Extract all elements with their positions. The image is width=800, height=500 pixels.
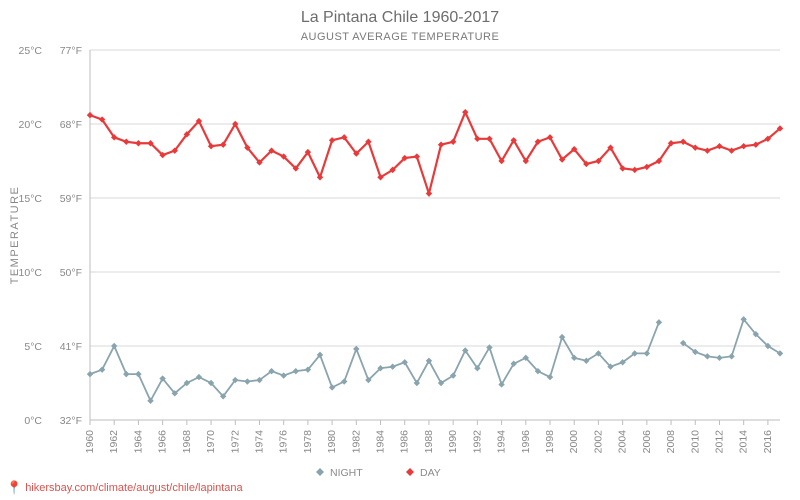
svg-text:25°C: 25°C xyxy=(19,45,43,57)
svg-text:68°F: 68°F xyxy=(60,119,82,131)
svg-text:59°F: 59°F xyxy=(60,193,82,205)
svg-text:1976: 1976 xyxy=(278,430,290,454)
legend-label: DAY xyxy=(420,467,441,479)
svg-text:32°F: 32°F xyxy=(60,415,82,427)
day-marker xyxy=(123,139,129,145)
svg-text:1982: 1982 xyxy=(350,430,362,454)
night-marker xyxy=(293,368,299,374)
svg-text:50°F: 50°F xyxy=(60,267,82,279)
svg-text:1970: 1970 xyxy=(205,430,217,454)
night-marker xyxy=(716,355,722,361)
legend-label: NIGHT xyxy=(330,467,363,479)
svg-text:1986: 1986 xyxy=(399,430,411,454)
svg-text:1966: 1966 xyxy=(157,430,169,454)
svg-text:10°C: 10°C xyxy=(19,267,43,279)
day-marker xyxy=(632,167,638,173)
night-marker xyxy=(244,378,250,384)
svg-text:1974: 1974 xyxy=(253,430,265,454)
svg-text:2012: 2012 xyxy=(713,430,725,454)
day-marker xyxy=(462,109,468,115)
day-marker xyxy=(740,143,746,149)
temperature-chart: 0°C 32°F 5°C 41°F 10°C 50°F 15°C 59°F 20°C 68°F 25… xyxy=(0,0,800,500)
svg-text:15°C: 15°C xyxy=(19,193,43,205)
day-marker xyxy=(704,147,710,153)
night-line xyxy=(90,319,780,400)
night-marker xyxy=(280,372,286,378)
svg-text:1998: 1998 xyxy=(544,430,556,454)
night-marker xyxy=(329,384,335,390)
svg-text:1994: 1994 xyxy=(496,430,508,454)
svg-text:2002: 2002 xyxy=(592,430,604,454)
night-marker xyxy=(123,371,129,377)
svg-text:0°C: 0°C xyxy=(24,415,42,427)
night-marker xyxy=(87,371,93,377)
svg-text:1988: 1988 xyxy=(423,430,435,454)
night-marker xyxy=(389,364,395,370)
day-marker xyxy=(135,140,141,146)
night-marker xyxy=(135,371,141,377)
svg-text:1984: 1984 xyxy=(375,430,387,454)
svg-text:1960: 1960 xyxy=(84,430,96,454)
night-marker xyxy=(728,353,734,359)
svg-text:1962: 1962 xyxy=(108,430,120,454)
night-marker xyxy=(656,319,662,325)
night-marker xyxy=(547,374,553,380)
svg-text:1968: 1968 xyxy=(181,430,193,454)
day-marker xyxy=(426,190,432,196)
svg-text:1978: 1978 xyxy=(302,430,314,454)
svg-text:1996: 1996 xyxy=(520,430,532,454)
legend-marker xyxy=(316,468,324,476)
svg-text:2010: 2010 xyxy=(689,430,701,454)
svg-text:2008: 2008 xyxy=(665,430,677,454)
night-marker xyxy=(644,350,650,356)
svg-text:AUGUST AVERAGE TEMPERATURE: AUGUST AVERAGE TEMPERATURE xyxy=(301,31,500,43)
svg-text:77°F: 77°F xyxy=(60,45,82,57)
night-marker xyxy=(353,346,359,352)
map-pin-icon: 📍 xyxy=(6,480,22,496)
day-marker xyxy=(329,137,335,143)
svg-text:2000: 2000 xyxy=(568,430,580,454)
day-marker xyxy=(450,139,456,145)
night-marker xyxy=(111,343,117,349)
night-marker xyxy=(196,374,202,380)
svg-text:2004: 2004 xyxy=(617,430,629,454)
legend-marker xyxy=(406,468,414,476)
day-marker xyxy=(716,143,722,149)
svg-text:TEMPERATURE: TEMPERATURE xyxy=(9,186,21,285)
svg-text:1990: 1990 xyxy=(447,430,459,454)
day-marker xyxy=(414,153,420,159)
svg-text:La Pintana Chile 1960-2017: La Pintana Chile 1960-2017 xyxy=(301,9,499,26)
svg-text:2006: 2006 xyxy=(641,430,653,454)
svg-text:41°F: 41°F xyxy=(60,341,82,353)
svg-text:1980: 1980 xyxy=(326,430,338,454)
svg-text:2014: 2014 xyxy=(738,430,750,454)
night-marker xyxy=(99,366,105,372)
svg-text:20°C: 20°C xyxy=(19,119,43,131)
svg-text:5°C: 5°C xyxy=(24,341,42,353)
source-footer: 📍 hikersbay.com/climate/august/chile/lap… xyxy=(6,480,243,496)
svg-text:2016: 2016 xyxy=(762,430,774,454)
source-url: hikersbay.com/climate/august/chile/lapin… xyxy=(25,482,242,494)
night-marker xyxy=(704,353,710,359)
svg-text:1964: 1964 xyxy=(132,430,144,454)
svg-text:1992: 1992 xyxy=(471,430,483,454)
day-marker xyxy=(728,147,734,153)
night-marker xyxy=(341,378,347,384)
svg-text:1972: 1972 xyxy=(229,430,241,454)
day-marker xyxy=(474,136,480,142)
day-marker xyxy=(438,142,444,148)
day-marker xyxy=(87,112,93,118)
